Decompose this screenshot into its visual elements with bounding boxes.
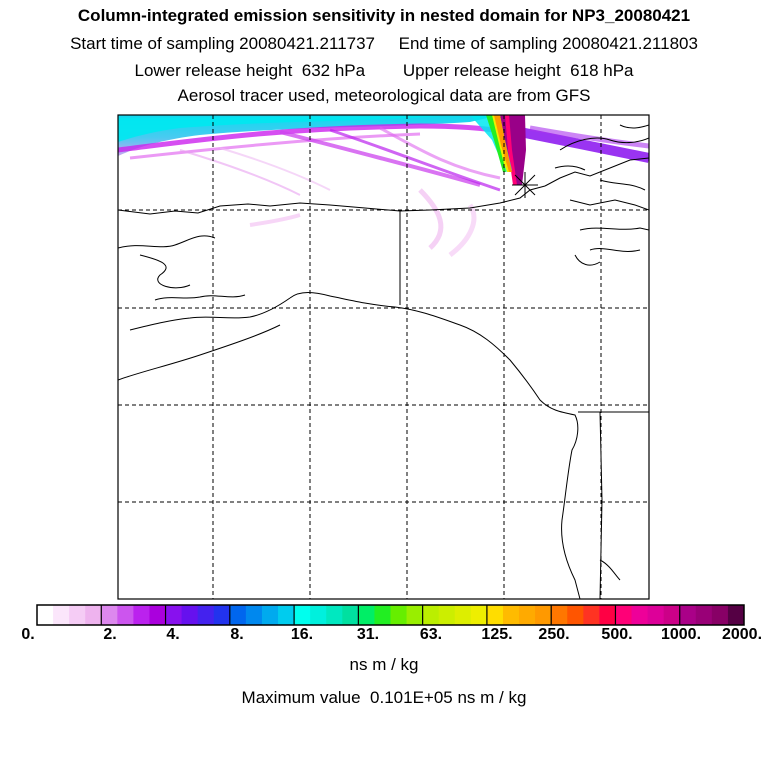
- colorbar-cell: [470, 605, 488, 625]
- colorbar-cell: [519, 605, 536, 625]
- colorbar-cell: [229, 605, 247, 625]
- colorbar-cell: [85, 605, 102, 625]
- colorbar-cell: [486, 605, 504, 625]
- colorbar-tick-label: 2.: [103, 626, 117, 643]
- colorbar-frame: [36, 604, 745, 626]
- colorbar-cell: [454, 605, 472, 625]
- colorbar-cell: [647, 605, 665, 625]
- colorbar-cell: [374, 605, 391, 625]
- colorbar-cell: [422, 605, 440, 625]
- lower-release-height: Lower release height 632 hPa: [134, 61, 366, 80]
- colorbar-cell: [695, 605, 713, 625]
- colorbar-tick-label: 2000.: [721, 626, 763, 643]
- colorbar-cell: [711, 605, 729, 625]
- colorbar-cell: [390, 605, 408, 625]
- colorbar-cell: [663, 605, 681, 625]
- colorbar-cell: [278, 605, 295, 625]
- sensitivity-field: [118, 115, 649, 599]
- colorbar-dividers: [100, 605, 681, 625]
- colorbar-cell: [406, 605, 424, 625]
- colorbar-cell: [438, 605, 456, 625]
- colorbar-tick-label: 8.: [230, 626, 244, 643]
- colorbar-cell: [101, 605, 118, 625]
- colorbar-cell: [551, 605, 568, 625]
- colorbar-cell: [69, 605, 86, 625]
- colorbar-cell: [213, 605, 231, 625]
- colorbar-tick-label: 0.: [21, 626, 35, 643]
- upper-release-height: Upper release height 618 hPa: [402, 61, 634, 80]
- colorbar-cell: [679, 605, 697, 625]
- release-point-marker: [512, 172, 538, 198]
- colorbar-cell: [197, 605, 215, 625]
- colorbar-cell: [245, 605, 263, 625]
- colorbar-tick-label: 4.: [166, 626, 180, 643]
- chart-title: Column-integrated emission sensitivity i…: [77, 6, 691, 25]
- colorbar-tick-label: 63.: [419, 626, 443, 643]
- colorbar-cell: [261, 605, 279, 625]
- maximum-value: Maximum value 0.101E+05 ns m / kg: [241, 688, 527, 707]
- colorbar-cell: [342, 605, 359, 625]
- colorbar-cell: [133, 605, 150, 625]
- colorbar-cell: [165, 605, 183, 625]
- colorbar-cell: [181, 605, 199, 625]
- colorbar-tick-label: 125.: [481, 626, 513, 643]
- sampling-time-line: Start time of sampling 20080421.211737 E…: [0, 34, 768, 54]
- colorbar-tick-label: 500.: [601, 626, 633, 643]
- colorbar-cell: [117, 605, 134, 625]
- colorbar-cell: [615, 605, 633, 625]
- colorbar-cell: [294, 605, 311, 625]
- colorbar-tick-label: 16.: [290, 626, 314, 643]
- colorbar-cell: [567, 605, 584, 625]
- colorbar-cell: [358, 605, 375, 625]
- tracer-note: Aerosol tracer used, meteorological data…: [177, 86, 591, 105]
- colorbar-cell: [37, 605, 54, 625]
- colorbar-tick-label: 250.: [538, 626, 570, 643]
- start-time: Start time of sampling 20080421.211737: [70, 34, 376, 53]
- colorbar-unit: ns m / kg: [349, 655, 419, 674]
- colorbar-cell: [583, 605, 600, 625]
- release-height-line: Lower release height 632 hPa Upper relea…: [0, 61, 768, 81]
- colorbar-cell: [727, 605, 745, 625]
- colorbar-cells: [37, 605, 745, 625]
- map-frame: [117, 114, 650, 600]
- colorbar-cell: [149, 605, 167, 625]
- colorbar-cell: [53, 605, 70, 625]
- colorbar-cell: [599, 605, 616, 625]
- colorbar-cell: [502, 605, 520, 625]
- colorbar-cell: [535, 605, 552, 625]
- colorbar-cell: [310, 605, 327, 625]
- graticule: [118, 115, 649, 599]
- colorbar-tick-label: 1000.: [660, 626, 702, 643]
- end-time: End time of sampling 20080421.211803: [398, 34, 698, 53]
- colorbar-tick-label: 31.: [356, 626, 380, 643]
- coastlines: [118, 124, 649, 599]
- colorbar-cell: [326, 605, 343, 625]
- colorbar-cell: [631, 605, 649, 625]
